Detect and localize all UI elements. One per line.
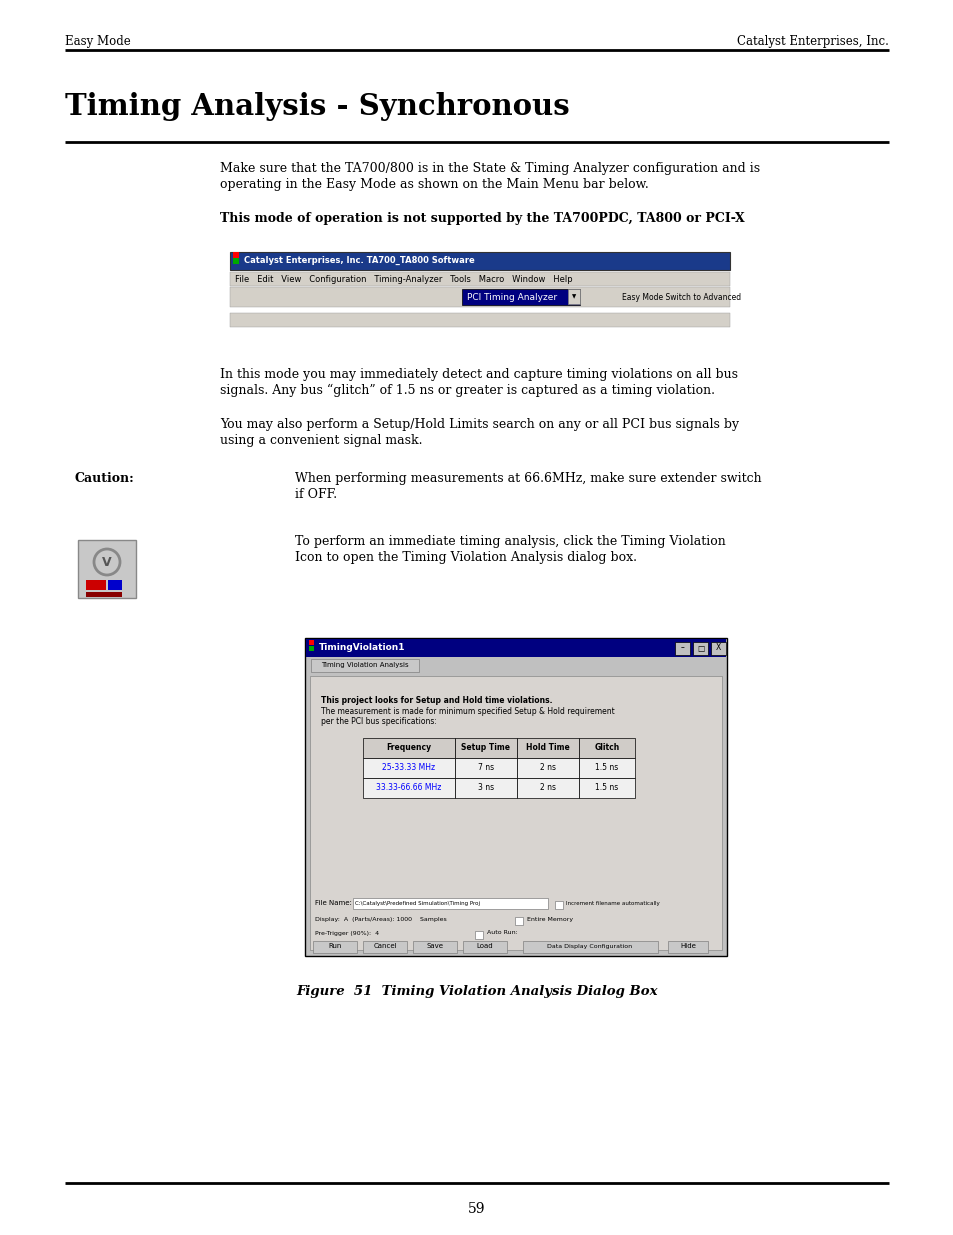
Text: X: X (715, 643, 720, 652)
Text: Entire Memory: Entire Memory (526, 916, 573, 921)
Text: 1.5 ns: 1.5 ns (595, 763, 618, 773)
Text: C:\Catalyst\Predefined Simulation\Timing Proj: C:\Catalyst\Predefined Simulation\Timing… (355, 900, 479, 905)
Bar (313, 941, 356, 953)
Text: 3 ns: 3 ns (477, 783, 494, 793)
Text: In this mode you may immediately detect and capture timing violations on all bus: In this mode you may immediately detect … (220, 368, 738, 382)
Text: 33.33-66.66 MHz: 33.33-66.66 MHz (375, 783, 441, 793)
Bar (230, 252, 729, 270)
Text: 59: 59 (468, 1202, 485, 1216)
Bar (413, 941, 456, 953)
Text: Pre-Trigger (90%):  4: Pre-Trigger (90%): 4 (314, 930, 378, 935)
Bar (517, 739, 578, 758)
Text: □: □ (696, 643, 703, 652)
Text: ▼: ▼ (571, 294, 576, 300)
Text: Icon to open the Timing Violation Analysis dialog box.: Icon to open the Timing Violation Analys… (294, 551, 637, 564)
Bar (233, 258, 239, 264)
Text: Display:  A  (Parts/Areas): 1000    Samples: Display: A (Parts/Areas): 1000 Samples (314, 916, 446, 921)
Bar (578, 778, 635, 798)
Text: 1.5 ns: 1.5 ns (595, 783, 618, 793)
Bar (475, 931, 482, 939)
Text: Save: Save (426, 944, 443, 950)
Bar (108, 580, 122, 590)
Bar (310, 676, 721, 950)
Bar (455, 739, 517, 758)
Bar (86, 580, 106, 590)
Text: This project looks for Setup and Hold time violations.: This project looks for Setup and Hold ti… (320, 697, 552, 705)
Text: Hide: Hide (679, 944, 695, 950)
Bar (522, 941, 658, 953)
Text: The measurement is made for minimum specified Setup & Hold requirement: The measurement is made for minimum spec… (320, 706, 614, 716)
Bar (305, 638, 726, 956)
Bar (363, 758, 455, 778)
Bar (78, 540, 136, 598)
Text: per the PCI bus specifications:: per the PCI bus specifications: (320, 718, 436, 726)
Bar (692, 642, 707, 655)
Bar (578, 758, 635, 778)
Bar (675, 642, 689, 655)
Text: 25-33.33 MHz: 25-33.33 MHz (382, 763, 436, 773)
Text: Easy Mode: Easy Mode (65, 35, 131, 48)
Text: 7 ns: 7 ns (477, 763, 494, 773)
Text: if OFF.: if OFF. (294, 488, 336, 501)
Text: Run: Run (328, 944, 341, 950)
Bar (517, 778, 578, 798)
Text: Frequency: Frequency (386, 743, 431, 752)
Text: When performing measurements at 66.6MHz, make sure extender switch: When performing measurements at 66.6MHz,… (294, 472, 760, 485)
Bar (363, 739, 455, 758)
Text: V: V (102, 556, 112, 568)
Text: Timing Analysis - Synchronous: Timing Analysis - Synchronous (65, 91, 569, 121)
Bar (567, 289, 579, 304)
Text: TimingViolation1: TimingViolation1 (318, 643, 405, 652)
Text: PCI Timing Analyzer: PCI Timing Analyzer (467, 293, 557, 301)
Text: Make sure that the TA700/800 is in the State & Timing Analyzer configuration and: Make sure that the TA700/800 is in the S… (220, 162, 760, 175)
Bar (311, 659, 418, 672)
Text: 2 ns: 2 ns (539, 783, 556, 793)
Text: Timing Violation Analysis: Timing Violation Analysis (321, 662, 409, 668)
Text: –: – (679, 643, 683, 652)
Bar (455, 758, 517, 778)
Bar (230, 312, 729, 327)
Text: File Name:: File Name: (314, 900, 352, 906)
Bar (230, 272, 729, 287)
Text: File   Edit   View   Configuration   Timing-Analyzer   Tools   Macro   Window   : File Edit View Configuration Timing-Anal… (234, 274, 572, 284)
Text: Catalyst Enterprises, Inc.: Catalyst Enterprises, Inc. (737, 35, 888, 48)
Bar (517, 758, 578, 778)
Text: To perform an immediate timing analysis, click the Timing Violation: To perform an immediate timing analysis,… (294, 535, 725, 548)
Bar (461, 289, 579, 305)
Text: using a convenient signal mask.: using a convenient signal mask. (220, 433, 422, 447)
Bar (667, 941, 707, 953)
Bar (455, 778, 517, 798)
Text: operating in the Easy Mode as shown on the Main Menu bar below.: operating in the Easy Mode as shown on t… (220, 178, 648, 191)
Text: Increment filename automatically: Increment filename automatically (565, 900, 659, 905)
Bar (710, 642, 725, 655)
Bar (363, 941, 407, 953)
Bar (353, 898, 547, 909)
Text: Auto Run:: Auto Run: (486, 930, 517, 935)
Text: Setup Time: Setup Time (461, 743, 510, 752)
Text: Data Display Configuration: Data Display Configuration (547, 944, 632, 948)
Bar (363, 778, 455, 798)
Bar (578, 739, 635, 758)
Text: This mode of operation is not supported by the TA700PDC, TA800 or PCI-X: This mode of operation is not supported … (220, 212, 744, 225)
Text: Easy Mode Switch to Advanced: Easy Mode Switch to Advanced (621, 293, 740, 301)
Bar (86, 592, 122, 597)
Text: Glitch: Glitch (594, 743, 619, 752)
Bar (462, 941, 506, 953)
Text: signals. Any bus “glitch” of 1.5 ns or greater is captured as a timing violation: signals. Any bus “glitch” of 1.5 ns or g… (220, 384, 714, 398)
Bar (309, 646, 314, 651)
Text: Load: Load (476, 944, 493, 950)
Bar (555, 902, 562, 909)
Bar (233, 252, 239, 258)
Bar (230, 287, 729, 308)
Bar (306, 638, 725, 657)
Text: Figure  51  Timing Violation Analysis Dialog Box: Figure 51 Timing Violation Analysis Dial… (296, 986, 657, 998)
Text: Caution:: Caution: (75, 472, 134, 485)
Text: Hold Time: Hold Time (525, 743, 569, 752)
Bar (309, 640, 314, 645)
Text: Catalyst Enterprises, Inc. TA700_TA800 Software: Catalyst Enterprises, Inc. TA700_TA800 S… (244, 256, 475, 264)
Text: Cancel: Cancel (373, 944, 396, 950)
Bar (515, 918, 522, 925)
Text: 2 ns: 2 ns (539, 763, 556, 773)
Text: You may also perform a Setup/Hold Limits search on any or all PCI bus signals by: You may also perform a Setup/Hold Limits… (220, 417, 739, 431)
